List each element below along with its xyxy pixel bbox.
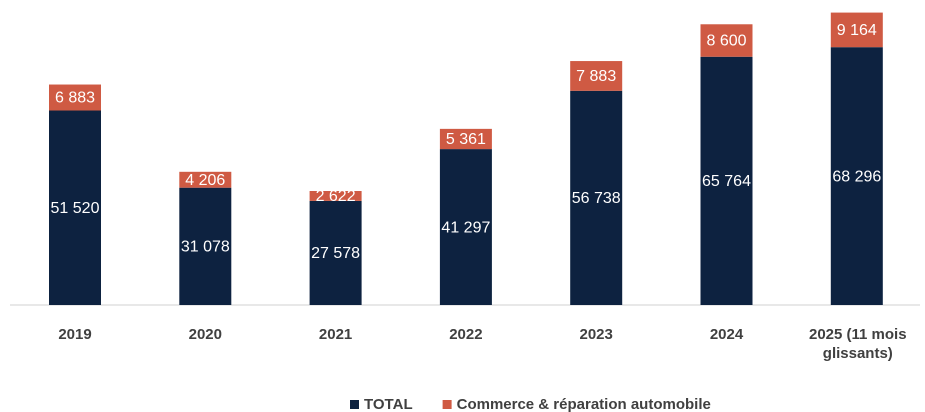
bar-segment <box>49 84 101 111</box>
value-label: 41 297 <box>441 219 490 236</box>
bar-segment <box>179 171 232 188</box>
value-label: 9 164 <box>837 22 877 39</box>
x-tick-label: 2020 <box>188 326 222 343</box>
value-label: 8 600 <box>706 33 746 50</box>
value-label: 68 296 <box>832 168 881 185</box>
value-label: 5 361 <box>446 131 486 148</box>
legend-swatch <box>442 400 452 409</box>
value-label: 2 622 <box>316 188 356 205</box>
value-label: 65 764 <box>702 173 751 190</box>
bar-segment <box>309 200 362 305</box>
x-tick-label: 2024 <box>709 326 744 343</box>
value-label: 27 578 <box>311 245 360 262</box>
x-tick-label: 2019 <box>58 326 92 343</box>
bar-segment <box>570 61 623 91</box>
bar-segment <box>700 56 753 305</box>
legend-label: Commerce & réparation automobile <box>457 396 711 412</box>
value-label: 4 206 <box>185 172 225 189</box>
bar-segment <box>439 128 492 150</box>
bar-segment <box>830 47 883 306</box>
legend-label: TOTAL <box>364 396 413 412</box>
bar-segment <box>309 190 362 201</box>
value-label: 56 738 <box>572 190 621 207</box>
bar-segment <box>439 149 492 305</box>
bar-segment <box>179 187 232 305</box>
bar-segment <box>830 12 883 48</box>
value-label: 6 883 <box>55 90 95 107</box>
value-label: 31 078 <box>181 239 230 256</box>
bar-segment <box>49 110 101 306</box>
x-tick-label: 2021 <box>318 326 353 343</box>
value-label: 51 520 <box>51 200 100 217</box>
x-tick-label: 2025 (11 mois glissants) <box>809 326 907 362</box>
value-label: 7 883 <box>576 68 616 85</box>
legend-swatch <box>350 400 359 409</box>
bar-segment <box>570 90 623 305</box>
x-tick-label: 2023 <box>579 326 613 343</box>
bar-segment <box>700 24 753 57</box>
x-tick-label: 2022 <box>449 326 483 343</box>
